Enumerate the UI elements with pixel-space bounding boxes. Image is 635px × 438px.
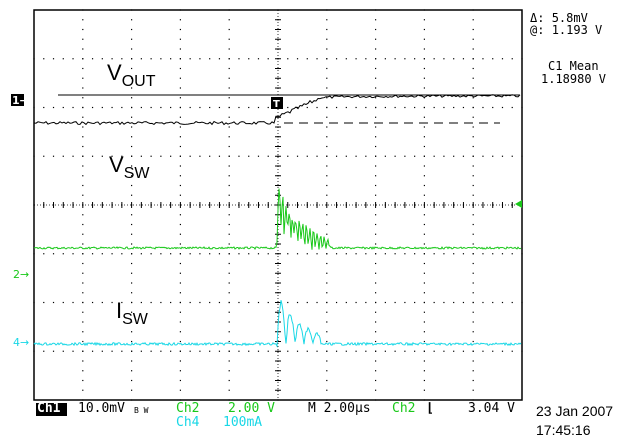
trigger-position-marker: T bbox=[273, 99, 280, 110]
date-readout: 23 Jan 2007 bbox=[536, 403, 614, 419]
ch4-tag: Ch4 bbox=[176, 415, 200, 430]
ch2-tag: Ch2 bbox=[176, 401, 200, 416]
trigger-level: 3.04 V bbox=[468, 401, 515, 416]
measurement-label: C1 Mean bbox=[548, 59, 599, 73]
trigger-slope-icon: ⌊ bbox=[426, 401, 434, 416]
ch1-marker-box bbox=[11, 94, 24, 106]
ch4-scale: 100mA bbox=[223, 415, 263, 430]
vout-trace bbox=[33, 94, 521, 126]
cursor-at-readout: @: 1.193 V bbox=[530, 23, 603, 37]
trigger-level-arrow bbox=[515, 200, 522, 208]
vout-label: VOUT bbox=[107, 60, 156, 90]
timebase-readout: M 2.00µs bbox=[308, 401, 371, 416]
ch2-scale: 2.00 V bbox=[228, 401, 275, 416]
ch1-scale: 10.0mV bbox=[78, 401, 125, 416]
ch1-tag-box bbox=[36, 403, 67, 416]
time-readout: 17:45:16 bbox=[536, 422, 591, 438]
ch1-tag: Ch1 bbox=[37, 401, 61, 416]
vsw-label: VSW bbox=[109, 152, 150, 182]
ch4-marker: 4→ bbox=[13, 336, 29, 349]
ch2-marker: 2→ bbox=[13, 268, 29, 281]
measurement-value: 1.18980 V bbox=[541, 72, 607, 86]
trigger-position-marker-box bbox=[271, 97, 283, 109]
cursor-delta-readout: Δ: 5.8mV bbox=[530, 11, 588, 25]
isw-label: ISW bbox=[116, 298, 149, 328]
trigger-source: Ch2 bbox=[392, 401, 416, 416]
isw-trace bbox=[33, 300, 522, 348]
ch1-marker: 1→ bbox=[12, 94, 29, 107]
vsw-trace bbox=[33, 188, 522, 250]
bandwidth-limit-icon: B W bbox=[134, 406, 149, 415]
